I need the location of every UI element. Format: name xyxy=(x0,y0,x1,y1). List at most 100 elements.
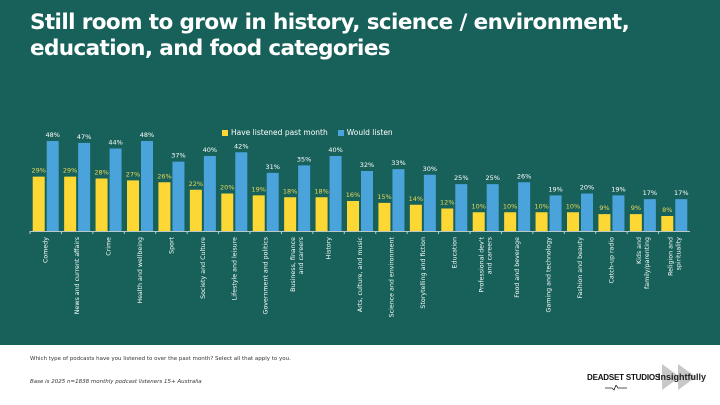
data-label-listened: 29% xyxy=(63,167,77,175)
data-label-listened: 10% xyxy=(566,202,580,210)
data-label-listened: 18% xyxy=(314,187,328,195)
insightfully-logo: Insightfully xyxy=(658,372,706,382)
data-label-listened: 8% xyxy=(662,206,672,214)
bar-listened xyxy=(189,189,202,231)
data-label-would-listen: 44% xyxy=(108,139,122,147)
bar-would-listen xyxy=(203,156,216,231)
bar-would-listen xyxy=(612,195,625,231)
data-label-would-listen: 19% xyxy=(611,185,625,193)
base-note: Base is 2025 n=1838 monthly podcast list… xyxy=(30,379,202,385)
x-tick-label: Business, finance xyxy=(290,237,297,292)
legend-label-listened: Have listened past month xyxy=(231,128,328,137)
legend-item-listened: Have listened past month xyxy=(222,128,328,137)
legend-swatch-would-listen xyxy=(337,129,344,136)
data-label-listened: 9% xyxy=(599,204,609,212)
x-tick-label: Government and politics xyxy=(263,237,270,314)
bar-listened xyxy=(629,214,642,231)
x-tick-label: spirituality xyxy=(675,237,682,271)
data-label-would-listen: 40% xyxy=(328,146,342,154)
bar-would-listen xyxy=(235,152,248,231)
page-title: Still room to grow in history, science /… xyxy=(30,10,630,61)
bar-listened xyxy=(95,178,108,231)
data-label-would-listen: 42% xyxy=(234,142,248,150)
data-label-listened: 28% xyxy=(94,169,108,177)
data-label-would-listen: 25% xyxy=(454,174,468,182)
bar-listened xyxy=(409,204,422,231)
x-tick-label: Crime xyxy=(106,237,113,256)
bar-would-listen xyxy=(486,184,499,231)
bar-would-listen xyxy=(172,161,185,231)
x-tick-label: News and current affairs xyxy=(74,237,81,314)
data-label-would-listen: 30% xyxy=(423,165,437,173)
data-label-listened: 12% xyxy=(440,199,454,207)
bar-listened xyxy=(535,212,548,231)
legend-item-would-listen: Would listen xyxy=(337,128,393,137)
x-tick-label: and careers xyxy=(487,237,494,274)
bar-listened xyxy=(252,195,265,231)
x-tick-label: Sport xyxy=(168,236,175,253)
bar-listened xyxy=(32,176,45,231)
bar-listened xyxy=(598,214,611,231)
bar-would-listen xyxy=(361,171,373,231)
data-label-listened: 14% xyxy=(409,195,423,203)
data-label-would-listen: 25% xyxy=(485,174,499,182)
data-label-would-listen: 17% xyxy=(643,189,657,197)
x-tick-label: Education xyxy=(451,237,458,268)
data-label-would-listen: 33% xyxy=(391,159,405,167)
bar-would-listen xyxy=(78,142,91,231)
bar-would-listen xyxy=(675,199,688,231)
x-tick-label: and careers xyxy=(298,237,305,274)
bar-listened xyxy=(661,216,674,231)
data-label-listened: 10% xyxy=(534,202,548,210)
bar-would-listen xyxy=(46,141,59,231)
bar-would-listen xyxy=(392,169,405,231)
x-tick-label: Society and Culture xyxy=(200,237,207,299)
data-label-listened: 15% xyxy=(377,193,391,201)
data-label-would-listen: 40% xyxy=(203,146,217,154)
data-label-listened: 10% xyxy=(471,202,485,210)
bar-would-listen xyxy=(518,182,531,231)
x-tick-label: History xyxy=(326,237,333,260)
bar-listened xyxy=(472,212,485,231)
data-label-listened: 9% xyxy=(631,204,641,212)
data-label-would-listen: 37% xyxy=(171,152,185,160)
fast-forward-icon xyxy=(662,364,696,390)
bar-listened xyxy=(567,212,579,231)
bar-listened xyxy=(504,212,517,231)
x-tick-label: Comedy xyxy=(43,237,50,263)
legend-swatch-listened xyxy=(222,129,228,136)
bar-would-listen xyxy=(298,165,311,231)
legend-label-would-listen: Would listen xyxy=(346,128,393,137)
data-label-would-listen: 31% xyxy=(265,163,279,171)
survey-question: Which type of podcasts have you listened… xyxy=(30,356,291,362)
bar-listened xyxy=(64,176,77,231)
x-tick-label: Science and environment xyxy=(388,236,395,317)
data-label-would-listen: 20% xyxy=(580,184,594,192)
bar-chart: 29% 48% Comedy 29% 47% News and current affai… xyxy=(29,131,690,317)
x-tick-label: Catch-up radio xyxy=(608,237,615,284)
data-label-would-listen: 48% xyxy=(45,131,59,139)
deadset-studios-logo: DEADSET STUDIOS xyxy=(587,373,661,382)
bar-listened xyxy=(378,202,391,231)
x-tick-label: Fashion and beauty xyxy=(577,237,584,299)
bar-would-listen xyxy=(423,174,436,231)
bar-listened xyxy=(284,197,297,231)
bar-would-listen xyxy=(455,184,468,231)
x-tick-label: Food and beverage xyxy=(514,237,521,298)
x-tick-label: Health and wellbeing xyxy=(137,237,144,304)
data-label-would-listen: 35% xyxy=(297,155,311,163)
data-label-listened: 20% xyxy=(220,184,234,192)
bar-listened xyxy=(441,208,454,231)
bar-listened xyxy=(315,197,328,231)
data-label-would-listen: 26% xyxy=(517,172,531,180)
data-label-would-listen: 32% xyxy=(360,161,374,169)
data-label-would-listen: 17% xyxy=(674,189,688,197)
wave-icon xyxy=(605,385,627,391)
bar-listened xyxy=(221,193,234,231)
bar-would-listen xyxy=(109,148,122,231)
bar-would-listen xyxy=(643,199,656,231)
data-label-would-listen: 48% xyxy=(140,131,154,139)
x-tick-label: Gaming and technology xyxy=(546,237,553,313)
x-tick-label: Arts, culture, and music xyxy=(357,236,364,312)
bar-would-listen xyxy=(581,193,593,231)
